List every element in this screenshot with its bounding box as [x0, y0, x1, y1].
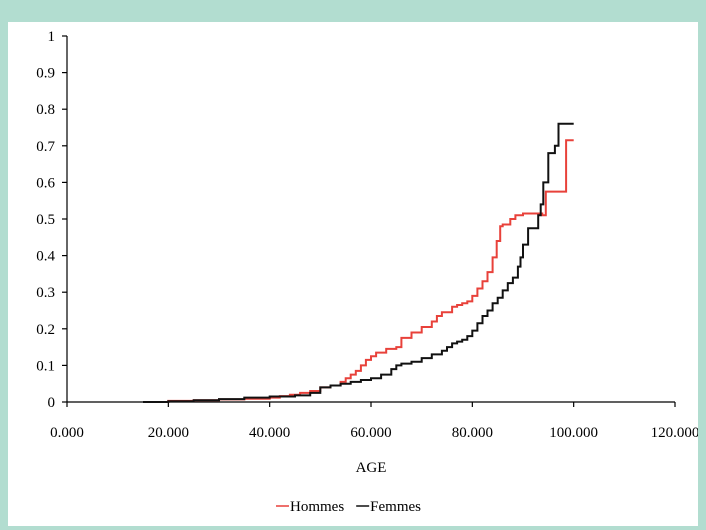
- y-tick-label: 0.5: [36, 212, 55, 228]
- x-axis-title: AGE: [356, 460, 387, 476]
- x-tick-label: 60.000: [350, 425, 391, 441]
- y-tick-label: 1: [48, 29, 56, 45]
- y-tick-label: 0.3: [36, 285, 55, 301]
- legend-label-hommes: Hommes: [290, 499, 344, 515]
- chart-panel: 0 0.1 0.2 0.3 0.4 0.5 0.6 0.7 0.8 0.9 1 0.000 20.00…: [8, 22, 698, 526]
- y-tick-label: 0.2: [36, 322, 55, 338]
- x-tick-label: 100.000: [549, 425, 598, 441]
- x-axis: 0.000 20.000 40.000 60.000 80.000 100.000 120.…: [50, 401, 698, 441]
- y-axis: 0 0.1 0.2 0.3 0.4 0.5 0.6 0.7 0.8 0.9 1: [36, 29, 68, 411]
- y-tick-label: 0.4: [36, 249, 55, 265]
- line-chart: 0 0.1 0.2 0.3 0.4 0.5 0.6 0.7 0.8 0.9 1 0.000 20.00…: [36, 29, 698, 515]
- x-tick-label: 40.000: [249, 425, 290, 441]
- legend: Hommes Femmes: [276, 499, 421, 515]
- y-tick-label: 0.9: [36, 66, 55, 82]
- x-tick-label: 0.000: [50, 425, 84, 441]
- x-tick-label: 80.000: [452, 425, 493, 441]
- legend-label-femmes: Femmes: [370, 499, 421, 515]
- y-tick-label: 0.7: [36, 139, 55, 155]
- x-tick-label: 120.000: [651, 425, 698, 441]
- y-tick-label: 0: [48, 395, 56, 411]
- y-tick-label: 0.6: [36, 175, 55, 191]
- y-tick-label: 0.1: [36, 358, 55, 374]
- y-tick-label: 0.8: [36, 102, 55, 118]
- x-tick-label: 20.000: [148, 425, 189, 441]
- series-line-femmes: [143, 122, 574, 403]
- series-line-hommes: [148, 139, 574, 403]
- series-lines: [143, 122, 574, 403]
